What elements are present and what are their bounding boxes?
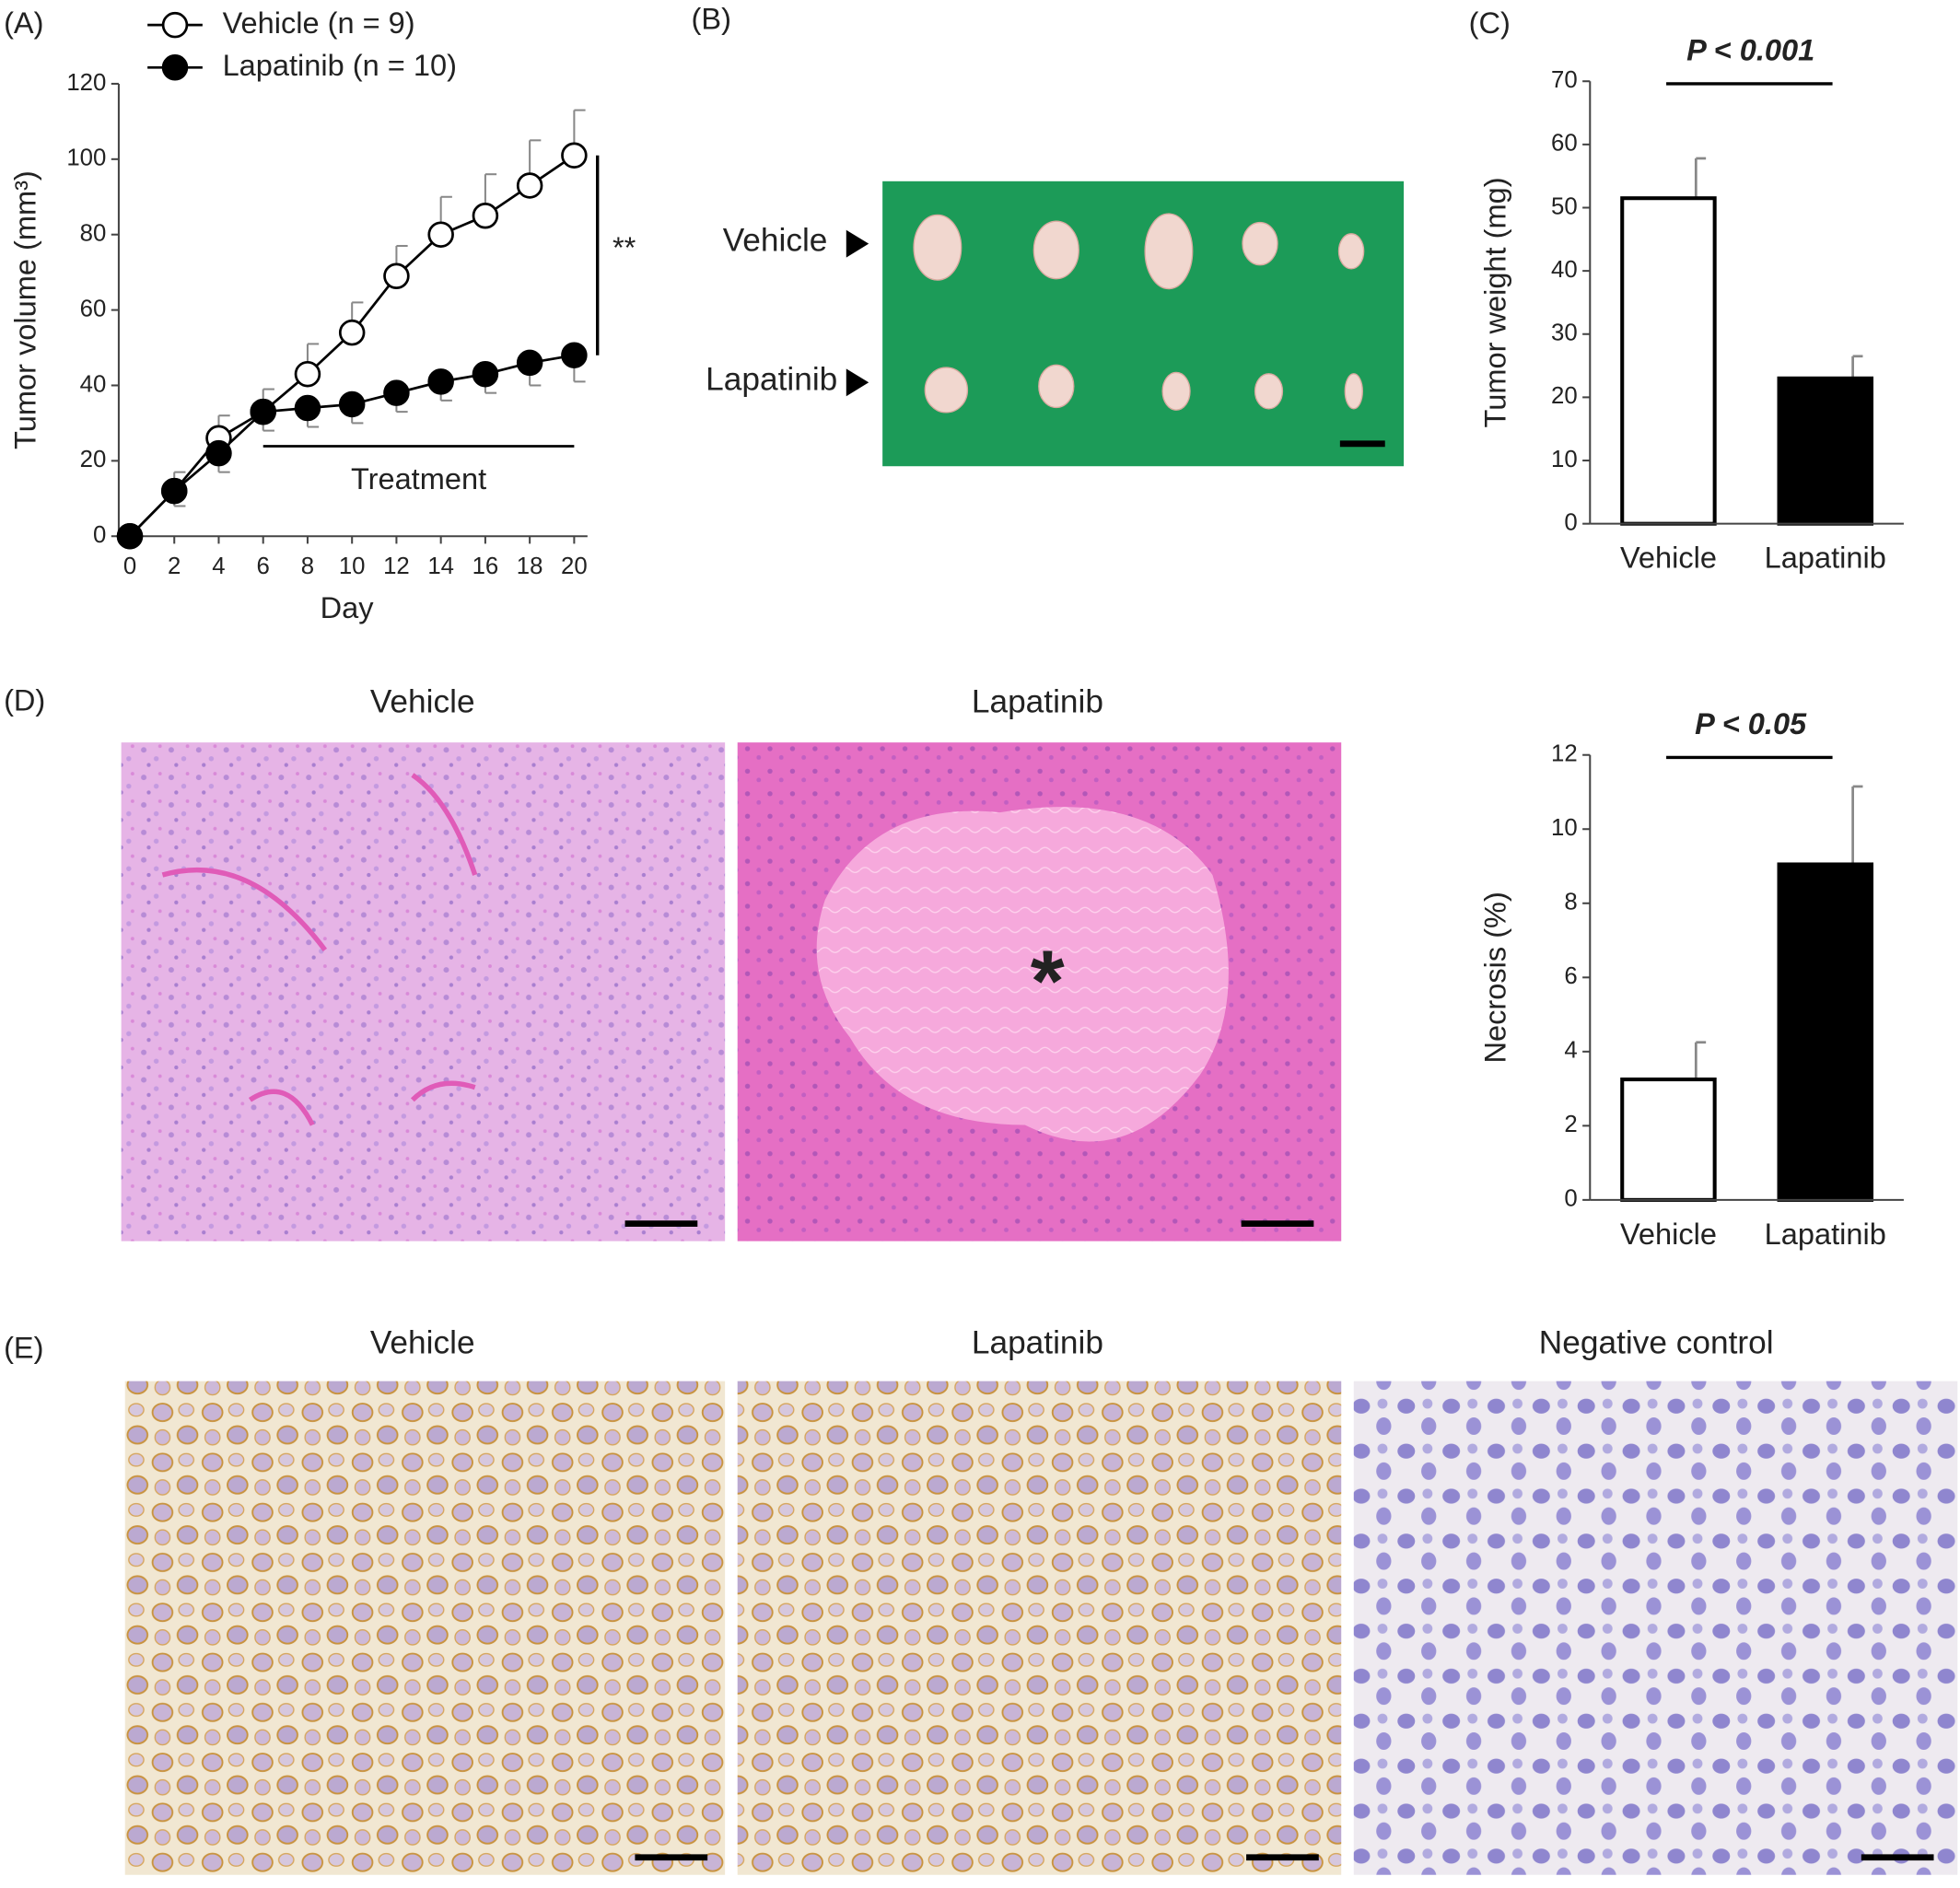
he-vehicle xyxy=(121,742,726,1241)
marker xyxy=(205,439,232,467)
marker xyxy=(338,319,366,346)
marker xyxy=(383,262,410,289)
y-tick-label: 4 xyxy=(1564,1038,1577,1064)
y-tick-label: 40 xyxy=(1551,257,1578,283)
x-tick-label: 10 xyxy=(339,554,366,579)
y-tick-label: 50 xyxy=(1551,193,1578,219)
x-tick-label: 16 xyxy=(472,554,499,579)
legend-marker xyxy=(161,11,189,39)
marker xyxy=(294,360,321,388)
tumors xyxy=(913,213,1365,414)
marker xyxy=(561,142,588,169)
legend-marker xyxy=(161,54,189,81)
x-tick-label: Lapatinib xyxy=(1765,542,1886,575)
marker xyxy=(383,379,410,406)
annotation: Treatment xyxy=(351,462,486,495)
y-tick-label: 60 xyxy=(1551,131,1578,157)
y-tick-label: 80 xyxy=(80,221,107,247)
x-tick-label: 14 xyxy=(427,554,454,579)
x-tick-label: 8 xyxy=(301,554,314,579)
marker xyxy=(472,202,499,229)
x-tick-label: Vehicle xyxy=(1620,1218,1717,1251)
annotation: P < 0.001 xyxy=(1686,34,1814,67)
y-tick-label: 0 xyxy=(1564,509,1577,535)
y-tick-label: 20 xyxy=(1551,383,1578,409)
x-tick-label: 2 xyxy=(168,554,181,579)
y-tick-label: 100 xyxy=(66,146,106,171)
asterisk: * xyxy=(1031,932,1065,1030)
photo-title: Lapatinib xyxy=(972,683,1103,719)
y-tick-label: 120 xyxy=(66,70,106,96)
bar xyxy=(1620,1077,1717,1202)
y-axis-title: Necrosis (%) xyxy=(1478,892,1511,1063)
y-tick-label: 10 xyxy=(1551,447,1578,472)
stroma xyxy=(161,773,478,1126)
y-tick-label: 2 xyxy=(1564,1112,1577,1137)
x-axis-title: Day xyxy=(321,591,375,624)
marker xyxy=(338,390,366,418)
y-axis-title: Tumor weight (mg) xyxy=(1478,177,1511,427)
y-tick-label: 40 xyxy=(80,371,107,397)
x-tick-label: 18 xyxy=(517,554,543,579)
photo-title: Negative control xyxy=(1539,1325,1774,1361)
marker xyxy=(472,360,499,388)
y-tick-label: 30 xyxy=(1551,320,1578,346)
marker xyxy=(516,349,543,377)
legend-label: Lapatinib (n = 10) xyxy=(223,49,457,82)
marker xyxy=(116,522,144,550)
y-axis-title: Tumor volume (mm³) xyxy=(8,170,41,449)
row-label: Lapatinib xyxy=(706,361,837,397)
x-tick-label: 12 xyxy=(383,554,410,579)
marker xyxy=(294,394,321,422)
y-tick-label: 0 xyxy=(93,522,106,548)
marker xyxy=(427,221,454,248)
y-tick-label: 20 xyxy=(80,447,107,472)
photo-title: Vehicle xyxy=(370,1325,475,1361)
y-tick-label: 70 xyxy=(1551,67,1578,93)
y-tick-label: 60 xyxy=(80,296,107,321)
ihc-negative xyxy=(1353,1381,1958,1875)
photo-title: Lapatinib xyxy=(972,1325,1103,1361)
annotation: P < 0.05 xyxy=(1695,707,1807,740)
panel-label: (C) xyxy=(1469,6,1511,40)
panel-label: (B) xyxy=(692,3,731,36)
x-tick-label: Vehicle xyxy=(1620,542,1717,575)
row-label: Vehicle xyxy=(723,223,828,259)
panel-label: (A) xyxy=(4,6,43,40)
x-tick-label: Lapatinib xyxy=(1765,1218,1886,1251)
ihc-vehicle xyxy=(124,1381,726,1875)
annotation: ** xyxy=(612,231,636,264)
y-tick-label: 12 xyxy=(1551,741,1578,767)
arrowhead xyxy=(846,368,869,397)
x-tick-label: 20 xyxy=(561,554,588,579)
marker xyxy=(561,342,588,368)
photo-tumors xyxy=(882,181,1405,467)
marker xyxy=(250,398,276,425)
marker xyxy=(160,477,188,505)
ihc-lapatinib xyxy=(737,1381,1342,1875)
marker xyxy=(516,172,543,199)
y-tick-label: 0 xyxy=(1564,1186,1577,1212)
arrowhead xyxy=(846,229,869,258)
necrosis xyxy=(816,807,1229,1142)
y-tick-label: 10 xyxy=(1551,815,1578,841)
y-tick-label: 8 xyxy=(1564,890,1577,915)
legend-label: Vehicle (n = 9) xyxy=(223,6,415,40)
bar xyxy=(1777,376,1874,526)
y-tick-label: 6 xyxy=(1564,963,1577,989)
x-tick-label: 6 xyxy=(257,554,270,579)
panel-label: (E) xyxy=(4,1331,43,1364)
photo-title: Vehicle xyxy=(370,683,475,719)
x-tick-label: 0 xyxy=(123,554,136,579)
bar xyxy=(1620,196,1717,526)
marker xyxy=(427,368,454,395)
panel-label: (D) xyxy=(4,683,45,717)
bar xyxy=(1777,862,1874,1202)
x-tick-label: 4 xyxy=(212,554,225,579)
